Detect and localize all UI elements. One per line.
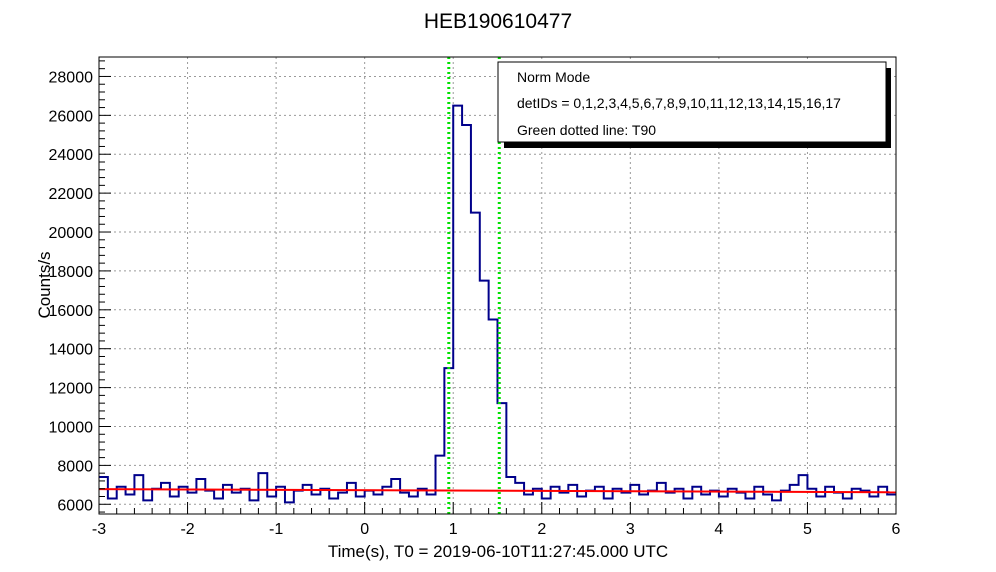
chart-title: HEB190610477 xyxy=(424,10,572,33)
y-tick-label: 14000 xyxy=(49,342,94,359)
y-tick-label: 12000 xyxy=(49,381,94,398)
x-tick-label: -1 xyxy=(269,521,283,538)
x-tick-label: 3 xyxy=(626,521,635,538)
legend-entry-mode: Norm Mode xyxy=(517,69,590,85)
x-tick-label: 1 xyxy=(449,521,458,538)
y-tick-label: 26000 xyxy=(49,108,94,125)
plot-frame xyxy=(98,56,897,515)
light-curve-series xyxy=(99,104,896,504)
axis-ticks: -3 -2 -1 0 1 2 3 4 5 6 6000 8000 10000 12000 14000 1600… xyxy=(49,60,901,538)
x-tick-label: 6 xyxy=(892,521,901,538)
y-tick-label: 24000 xyxy=(49,147,94,164)
y-tick-label: 28000 xyxy=(49,69,94,86)
legend-box xyxy=(497,61,887,143)
x-tick-label: -3 xyxy=(92,521,106,538)
legend-entry-detids: detIDs = 0,1,2,3,4,5,6,7,8,9,10,11,12,13… xyxy=(517,95,841,111)
y-axis-label: Counts/s xyxy=(35,251,54,318)
x-tick-label: 5 xyxy=(803,521,812,538)
y-tick-label: 10000 xyxy=(49,419,94,436)
x-tick-label: 2 xyxy=(537,521,546,538)
x-axis-label: Time(s), T0 = 2019-06-10T11:27:45.000 UT… xyxy=(328,542,668,561)
y-tick-label: 8000 xyxy=(57,458,93,475)
x-tick-label: 0 xyxy=(360,521,369,538)
x-tick-label: -2 xyxy=(180,521,194,538)
x-tick-label: 4 xyxy=(714,521,723,538)
background-fit-line xyxy=(98,488,897,494)
legend: Norm Mode detIDs = 0,1,2,3,4,5,6,7,8,9,1… xyxy=(497,61,891,148)
y-tick-label: 16000 xyxy=(49,303,94,320)
y-tick-label: 6000 xyxy=(57,497,93,514)
y-tick-label: 20000 xyxy=(49,225,94,242)
y-tick-label: 18000 xyxy=(49,264,94,281)
y-tick-label: 22000 xyxy=(49,186,94,203)
legend-entry-t90: Green dotted line: T90 xyxy=(517,122,656,138)
